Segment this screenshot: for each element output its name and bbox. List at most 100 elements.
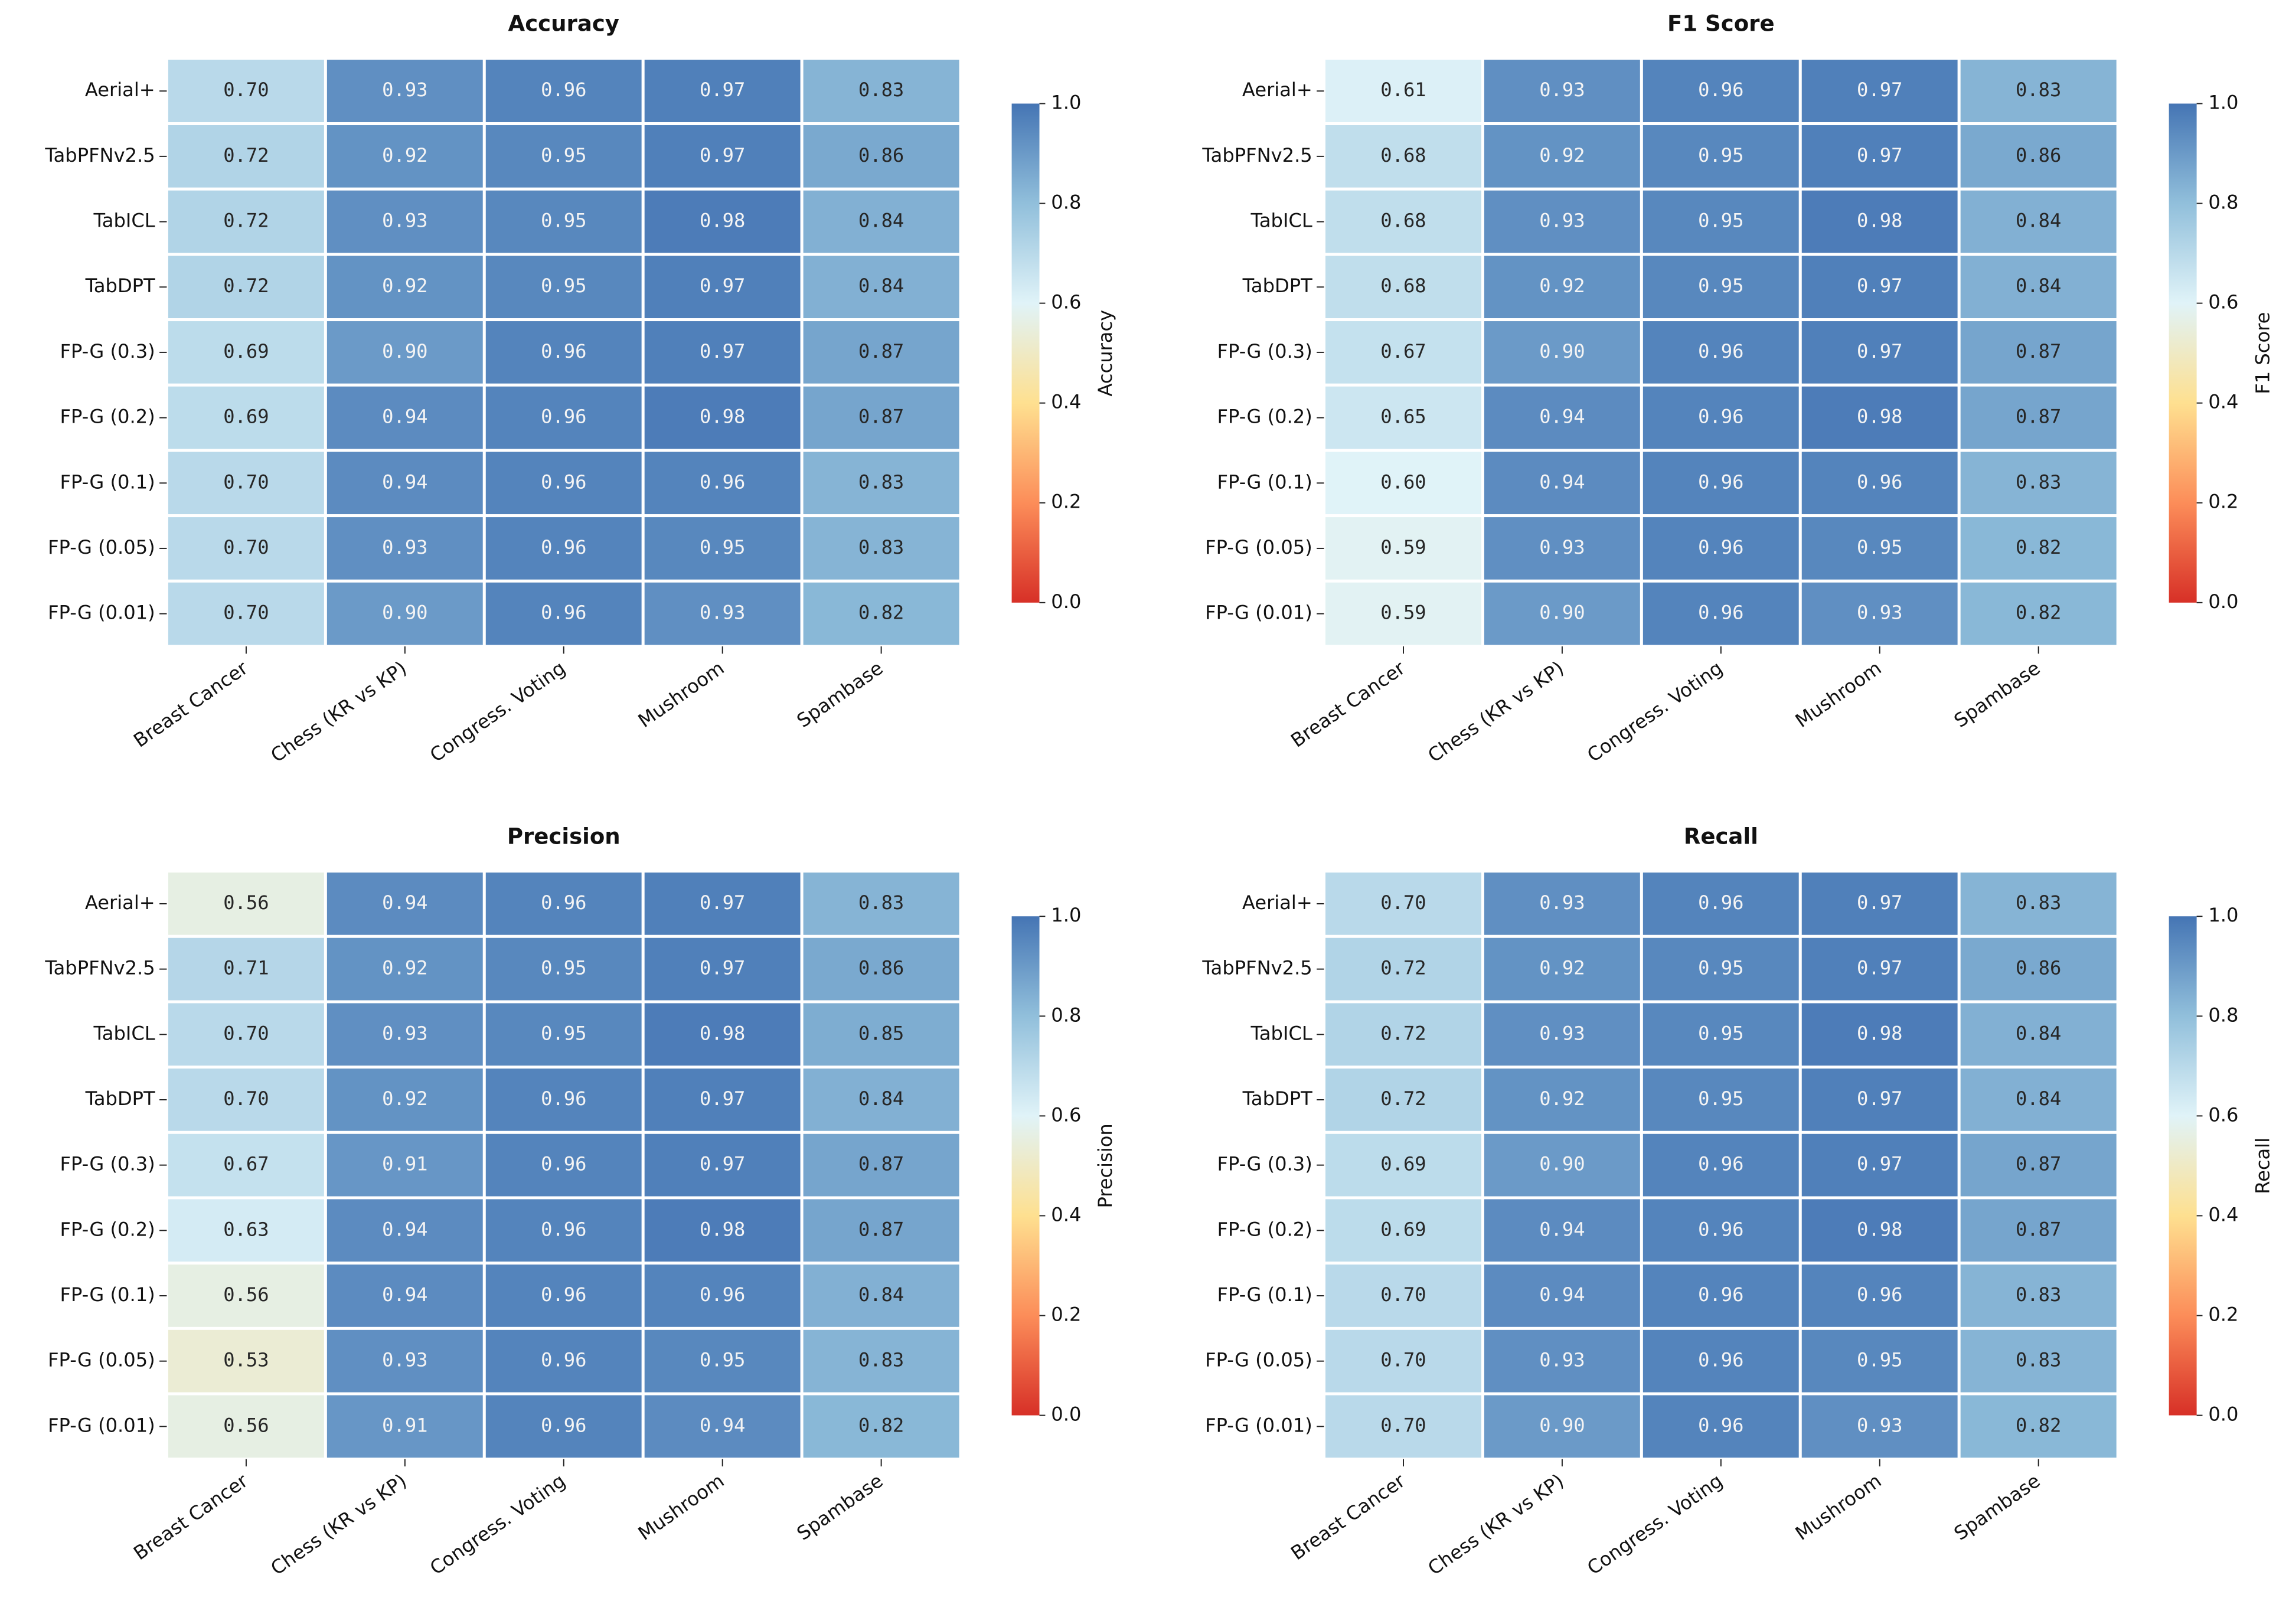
cell-label: 0.86	[2016, 957, 2061, 979]
heatmap-cell	[1798, 1130, 1961, 1200]
y-tick-label: FP-G (0.2)	[60, 1218, 155, 1240]
x-tick-label: Spambase	[1950, 1469, 2045, 1545]
y-tick-label: TabICL	[1250, 210, 1312, 232]
heatmap-cell	[324, 579, 486, 648]
heatmap-cell	[1798, 1000, 1961, 1069]
cell-label: 0.92	[382, 957, 427, 979]
y-tick-label: FP-G (0.05)	[48, 536, 155, 558]
x-tick-label: Mushroom	[634, 656, 729, 732]
cell-label: 0.93	[1539, 891, 1585, 914]
cell-label: 0.94	[700, 1414, 745, 1436]
y-tick-label: TabICL	[1250, 1022, 1312, 1044]
heatmap-cell	[1481, 1392, 1643, 1461]
y-tick-label: FP-G (0.1)	[60, 1283, 155, 1306]
y-tick-label: FP-G (0.2)	[1217, 1218, 1312, 1240]
cell-label: 0.82	[858, 602, 904, 624]
cell-label: 0.91	[382, 1414, 427, 1436]
cell-label: 0.83	[858, 536, 904, 558]
heatmap-cell	[1640, 318, 1802, 387]
cell-label: 0.84	[2016, 275, 2061, 297]
heatmap-cell	[1798, 449, 1961, 518]
cell-label: 0.61	[1380, 79, 1426, 101]
cell-label: 0.60	[1380, 470, 1426, 493]
heatmap-cell	[1798, 187, 1961, 256]
panel: F1 Score 0.61 0.93 0.96 0.97 0.83 0.68 0.92 0.95…	[1201, 11, 2274, 767]
heatmap-cell	[800, 122, 962, 191]
cell-label: 0.93	[382, 79, 427, 101]
heatmap-cell	[641, 870, 804, 938]
cell-label: 0.82	[2016, 1414, 2061, 1436]
cell-label: 0.94	[1539, 1218, 1585, 1240]
colorbar	[2169, 916, 2197, 1416]
colorbar-tick-label: 0.6	[2208, 1103, 2238, 1126]
heatmap-cell	[1640, 253, 1802, 322]
cell-label: 0.94	[382, 1218, 427, 1240]
heatmap-cell	[482, 1000, 645, 1069]
colorbar-tick-label: 1.0	[2208, 904, 2238, 926]
x-tick-label: Spambase	[1950, 656, 2045, 732]
cell-label: 0.69	[223, 340, 269, 362]
colorbar-tick-label: 0.0	[2208, 1403, 2238, 1426]
cell-label: 0.84	[858, 210, 904, 232]
cell-label: 0.96	[541, 1153, 586, 1175]
cell-label: 0.87	[2016, 340, 2061, 362]
heatmap-cell	[324, 383, 486, 452]
y-tick-label: FP-G (0.1)	[60, 470, 155, 493]
cell-label: 0.72	[1380, 957, 1426, 979]
colorbar-tick-label: 0.2	[1051, 491, 1081, 513]
cell-label: 0.97	[1857, 79, 1902, 101]
cell-label: 0.96	[1698, 340, 1743, 362]
cell-label: 0.95	[1857, 1349, 1902, 1371]
cell-label: 0.97	[1857, 1153, 1902, 1175]
heatmap-cell	[1323, 187, 1484, 256]
y-tick-label: TabPFNv2.5	[1201, 957, 1312, 979]
heatmap-cell	[800, 253, 962, 322]
cell-label: 0.95	[541, 957, 586, 979]
cell-label: 0.69	[223, 406, 269, 428]
x-tick-label: Chess (KR vs KP)	[1424, 1469, 1568, 1580]
heatmap-cell	[324, 1262, 486, 1330]
heatmap-cell	[800, 1066, 962, 1134]
colorbar-label: Accuracy	[1094, 310, 1116, 397]
y-tick-label: FP-G (0.2)	[60, 406, 155, 428]
cell-label: 0.56	[223, 891, 269, 914]
cell-label: 0.93	[1539, 536, 1585, 558]
heatmap-cell	[165, 1326, 327, 1396]
heatmap-cell	[1481, 1326, 1643, 1396]
cell-label: 0.83	[858, 79, 904, 101]
cell-label: 0.70	[1380, 1283, 1426, 1306]
cell-label: 0.97	[1857, 144, 1902, 166]
cell-label: 0.95	[1698, 1022, 1743, 1044]
heatmap-cell	[482, 1130, 645, 1200]
y-tick-label: FP-G (0.2)	[1217, 406, 1312, 428]
heatmap-cell	[1640, 1000, 1802, 1069]
cell-label: 0.93	[382, 1022, 427, 1044]
heatmap-cell	[1323, 1000, 1484, 1069]
colorbar-label: Recall	[2251, 1138, 2274, 1194]
y-tick-label: FP-G (0.1)	[1217, 470, 1312, 493]
cell-label: 0.82	[2016, 536, 2061, 558]
cell-label: 0.83	[2016, 1283, 2061, 1306]
colorbar-label: Precision	[1094, 1123, 1116, 1208]
cell-label: 0.70	[223, 470, 269, 493]
x-tick-label: Chess (KR vs KP)	[267, 1469, 411, 1580]
cell-label: 0.69	[1380, 1153, 1426, 1175]
y-tick-label: Aerial+	[1242, 891, 1312, 914]
cell-label: 0.90	[1539, 340, 1585, 362]
cell-label: 0.97	[700, 144, 745, 166]
x-tick-label: Congress. Voting	[1583, 1469, 1726, 1579]
y-tick-label: Aerial+	[85, 891, 155, 914]
cell-label: 0.86	[858, 144, 904, 166]
cell-label: 0.92	[1539, 144, 1585, 166]
heatmap-cell	[1798, 1196, 1961, 1265]
panel: Precision 0.56 0.94 0.96 0.97 0.83 0.71 0.92 0.9…	[44, 824, 1116, 1580]
x-tick-label: Breast Cancer	[1286, 1469, 1409, 1565]
colorbar-tick-label: 0.0	[1051, 590, 1081, 613]
colorbar-tick-label: 0.4	[1051, 1203, 1081, 1226]
cell-label: 0.90	[382, 602, 427, 624]
cell-label: 0.84	[2016, 1022, 2061, 1044]
cell-label: 0.93	[1539, 79, 1585, 101]
colorbar-tick-label: 0.2	[1051, 1303, 1081, 1325]
y-tick-label: Aerial+	[1242, 79, 1312, 101]
